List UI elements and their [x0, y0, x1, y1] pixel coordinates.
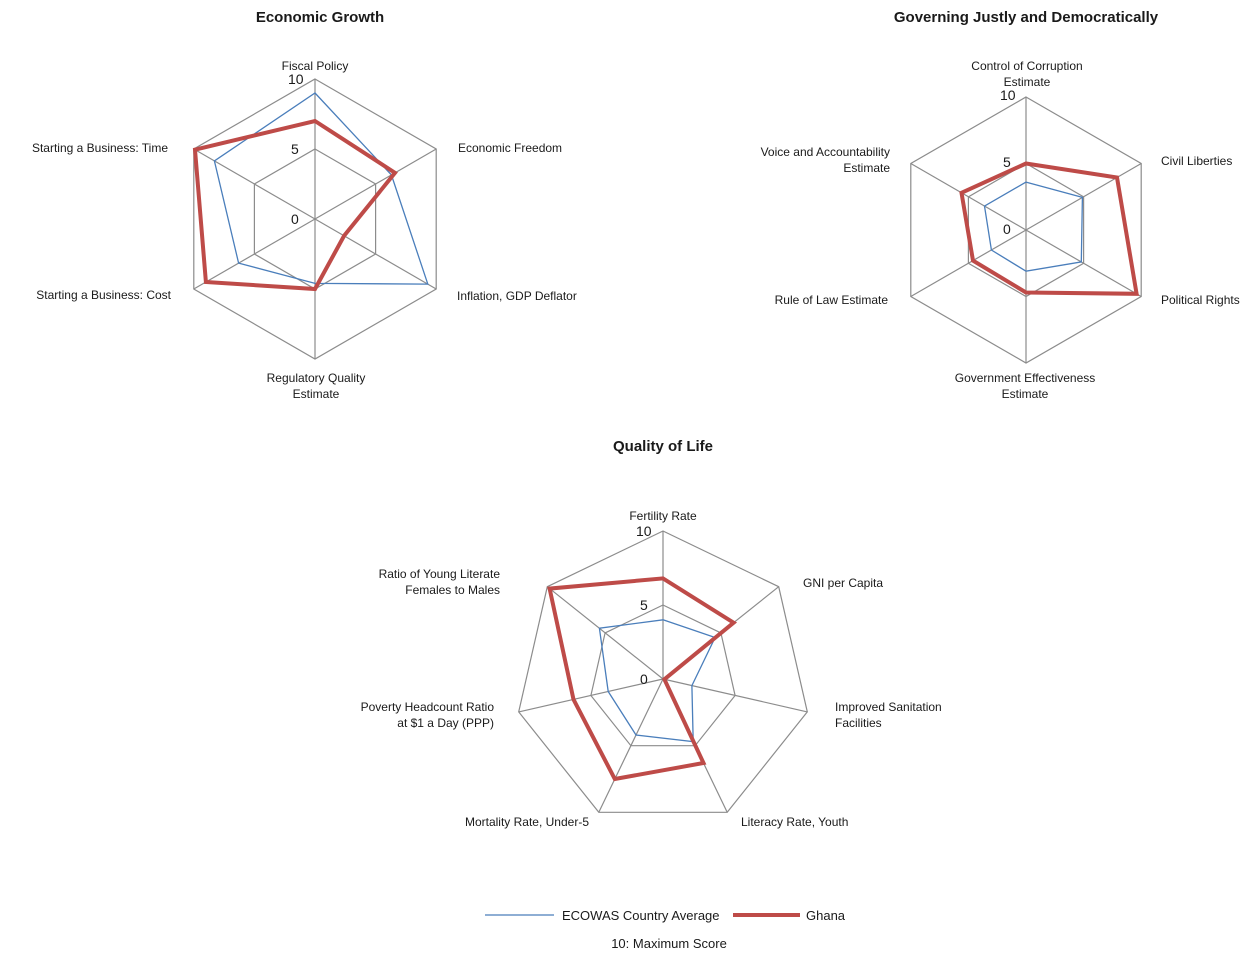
axis-spoke [193, 218, 316, 290]
tick-label: 10 [288, 71, 304, 87]
axis-label-literacy-rate-youth: Literacy Rate, Youth [741, 815, 848, 829]
axis-label-mortality-rate-under-5: Mortality Rate, Under-5 [465, 815, 589, 829]
axis-label-regulatory-quality-estimate: Regulatory Quality Estimate [267, 371, 366, 401]
tick-label: 0 [291, 211, 299, 227]
axis-spoke [314, 148, 437, 220]
chart-title: Quality of Life [613, 438, 713, 455]
axis-label-gni-per-capita: GNI per Capita [803, 576, 883, 590]
axis-label-rule-of-law-estimate: Rule of Law Estimate [775, 293, 889, 307]
axis-spoke [910, 229, 1027, 298]
axis-label-ratio-of-young-literate-females-to-males: Ratio of Young Literate Females to Males [379, 567, 501, 597]
axis-label-economic-freedom: Economic Freedom [458, 141, 562, 155]
legend-label-ecowas: ECOWAS Country Average [562, 908, 720, 923]
radar-chart-governing-justly-and-democratically: Governing Justly and Democratically0510C… [761, 9, 1240, 401]
axis-label-civil-liberties: Civil Liberties [1161, 154, 1232, 168]
tick-label: 0 [1003, 221, 1011, 237]
axis-spoke [546, 586, 664, 680]
grid-ring-5 [590, 604, 736, 747]
chart-title: Economic Growth [256, 9, 384, 26]
series-line-ghana [192, 118, 398, 292]
axis-spoke [518, 678, 664, 713]
axis-label-improved-sanitation-facilities: Improved Sanitation Facilities [835, 700, 942, 730]
axis-label-control-of-corruption-estimate: Control of Corruption Estimate [971, 59, 1082, 89]
axis-label-voice-and-accountability-estimate: Voice and Accountability Estimate [761, 145, 891, 175]
legend-label-ghana: Ghana [806, 908, 846, 923]
series-line-ecowas-country-average [213, 92, 429, 285]
axis-spoke [598, 678, 664, 813]
axis-spoke [1025, 229, 1142, 298]
tick-label: 5 [640, 597, 648, 613]
series-line-ghana [547, 576, 738, 782]
axis-spoke [1025, 162, 1142, 231]
axis-label-political-rights: Political Rights [1161, 293, 1240, 307]
axis-label-inflation-gdp-deflator: Inflation, GDP Deflator [457, 289, 577, 303]
tick-label: 5 [291, 141, 299, 157]
axis-label-fiscal-policy: Fiscal Policy [282, 59, 349, 73]
axis-spoke [662, 678, 808, 713]
axis-label-fertility-rate: Fertility Rate [629, 509, 697, 523]
chart-title: Governing Justly and Democratically [894, 9, 1159, 26]
axis-label-starting-a-business-cost: Starting a Business: Cost [36, 288, 171, 302]
series-line-ecowas-country-average [598, 619, 717, 743]
tick-label: 10 [636, 523, 652, 539]
legend: ECOWAS Country Average Ghana [485, 908, 846, 923]
grid-ring-10 [518, 530, 808, 813]
tick-label: 0 [640, 671, 648, 687]
tick-label: 5 [1003, 154, 1011, 170]
footnote: 10: Maximum Score [611, 936, 727, 951]
series-line-ghana [959, 161, 1139, 296]
series-line-ecowas-country-average [983, 181, 1084, 272]
axis-spoke [314, 218, 437, 290]
tick-label: 10 [1000, 87, 1016, 103]
axis-spoke [910, 162, 1027, 231]
axis-label-government-effectiveness-estimate: Government Effectiveness Estimate [955, 371, 1096, 401]
axis-label-poverty-headcount-ratio-at-1-a-day-ppp: Poverty Headcount Ratio at $1 a Day (PPP) [361, 700, 495, 730]
axis-label-starting-a-business-time: Starting a Business: Time [32, 141, 168, 155]
